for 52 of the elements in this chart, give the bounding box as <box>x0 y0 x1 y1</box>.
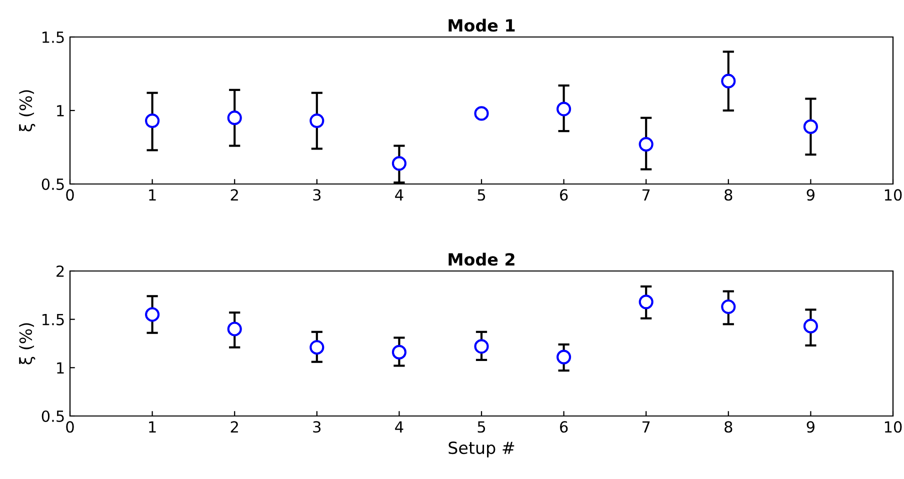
x-tick-label: 0 <box>66 189 74 201</box>
point <box>227 322 242 336</box>
point <box>474 339 489 354</box>
point <box>803 318 818 334</box>
x-tick-label: 2 <box>230 421 238 432</box>
point <box>145 113 160 128</box>
x-tick-label: 3 <box>313 421 321 433</box>
x-tick-label: 7 <box>642 421 650 432</box>
point <box>556 102 572 116</box>
y-tick-label: 2 <box>56 265 64 277</box>
x-tick-label: 6 <box>560 421 568 433</box>
y-axis-title: ξ (%) <box>19 323 36 364</box>
point <box>227 110 242 126</box>
y-tick-label: 1 <box>57 105 64 116</box>
x-tick-label: 4 <box>395 421 404 432</box>
x-tick-label: 5 <box>478 421 486 433</box>
x-tick-label: 7 <box>642 189 650 200</box>
x-tick-label: 10 <box>884 189 902 201</box>
y-tick-label: 0.5 <box>42 410 64 422</box>
point <box>721 74 736 88</box>
y-axis-title: ξ (%) <box>19 90 36 132</box>
y-tick-label: 1.5 <box>42 32 64 44</box>
x-tick-label: 2 <box>230 189 238 200</box>
point <box>803 119 818 134</box>
x-tick-label: 5 <box>478 189 486 201</box>
point <box>392 344 406 360</box>
y-tick-label: 1 <box>57 362 64 374</box>
y-tick-label: 1.5 <box>42 314 64 326</box>
y-tick-label: 0.5 <box>42 178 64 190</box>
point <box>310 340 324 355</box>
point <box>310 113 324 128</box>
point <box>474 106 489 121</box>
x-axis-title: Setup # <box>448 441 514 458</box>
x-tick-label: 0 <box>66 421 74 433</box>
x-tick-label: 8 <box>724 189 732 201</box>
x-tick-label: 9 <box>806 421 814 433</box>
x-tick-label: 6 <box>560 189 568 201</box>
point <box>392 156 406 171</box>
x-tick-label: 9 <box>806 189 814 201</box>
chart-title: Mode 1 <box>448 18 515 32</box>
x-tick-label: 4 <box>395 189 404 200</box>
point <box>145 307 160 322</box>
chart-title: Mode 2 <box>448 252 514 266</box>
x-tick-label: 3 <box>313 189 321 201</box>
x-tick-label: 10 <box>884 421 902 433</box>
point <box>556 350 572 364</box>
point <box>721 299 736 314</box>
x-tick-label: 8 <box>724 421 732 433</box>
point <box>638 137 654 152</box>
point <box>638 294 654 310</box>
x-tick-label: 1 <box>149 421 156 432</box>
x-tick-label: 1 <box>149 189 156 200</box>
